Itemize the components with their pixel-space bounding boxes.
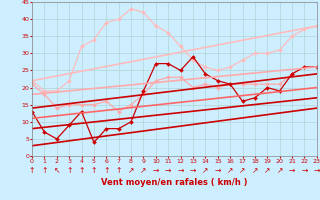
X-axis label: Vent moyen/en rafales ( km/h ): Vent moyen/en rafales ( km/h )	[101, 178, 248, 187]
Text: ↑: ↑	[103, 166, 109, 175]
Text: →: →	[177, 166, 184, 175]
Text: ↗: ↗	[239, 166, 246, 175]
Text: ↑: ↑	[41, 166, 48, 175]
Text: ↑: ↑	[116, 166, 122, 175]
Text: ↗: ↗	[276, 166, 283, 175]
Text: ↑: ↑	[66, 166, 72, 175]
Text: →: →	[289, 166, 295, 175]
Text: →: →	[301, 166, 308, 175]
Text: ↑: ↑	[29, 166, 35, 175]
Text: ↗: ↗	[227, 166, 233, 175]
Text: ↗: ↗	[252, 166, 258, 175]
Text: ↑: ↑	[78, 166, 85, 175]
Text: ↗: ↗	[128, 166, 134, 175]
Text: →: →	[214, 166, 221, 175]
Text: →: →	[165, 166, 172, 175]
Text: →: →	[153, 166, 159, 175]
Text: →: →	[190, 166, 196, 175]
Text: ↗: ↗	[140, 166, 147, 175]
Text: ↖: ↖	[53, 166, 60, 175]
Text: ↑: ↑	[91, 166, 97, 175]
Text: →: →	[314, 166, 320, 175]
Text: ↗: ↗	[202, 166, 209, 175]
Text: ↗: ↗	[264, 166, 270, 175]
